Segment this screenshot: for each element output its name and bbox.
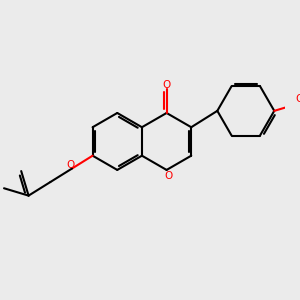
Text: O: O <box>295 94 300 104</box>
Text: O: O <box>163 80 171 89</box>
Text: O: O <box>164 171 172 181</box>
Text: O: O <box>67 160 75 170</box>
